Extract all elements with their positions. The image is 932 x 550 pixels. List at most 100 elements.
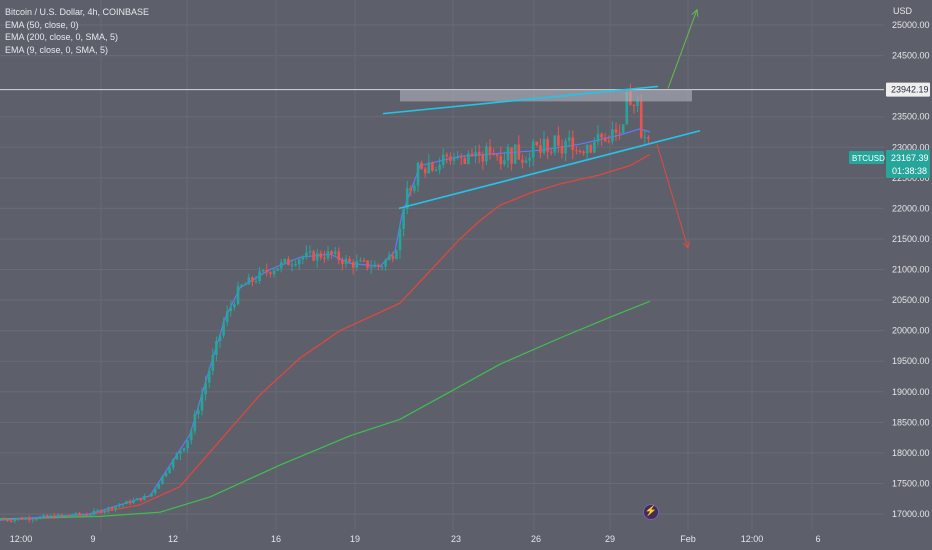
- candle-body: [578, 151, 582, 153]
- candle-body: [531, 141, 535, 158]
- candle-body: [175, 453, 179, 460]
- candle-body: [380, 266, 384, 268]
- candle-body: [524, 160, 528, 163]
- candle-body: [575, 150, 578, 152]
- candle-body: [521, 159, 524, 163]
- candle-body: [186, 440, 189, 449]
- indicator-ema-50[interactable]: EMA (50, close, 0): [5, 19, 79, 30]
- candle-body: [265, 270, 269, 273]
- candle-body: [542, 139, 546, 153]
- candle-body: [117, 505, 121, 507]
- candle-body: [463, 158, 467, 165]
- candle-body: [571, 137, 575, 151]
- symbol-badge-bg: [849, 151, 884, 164]
- candle-body: [391, 255, 395, 259]
- candle-body: [607, 141, 611, 143]
- candle-body: [211, 355, 215, 371]
- candle-body: [236, 286, 240, 305]
- candle-body: [215, 341, 218, 356]
- time-tick-label: Feb: [680, 534, 696, 544]
- symbol-title[interactable]: Bitcoin / U.S. Dollar, 4h, COINBASE: [5, 7, 150, 17]
- candle-body: [474, 151, 477, 157]
- candle-body: [168, 467, 171, 473]
- resistance-box: [400, 89, 692, 102]
- candle-body: [20, 518, 24, 520]
- candle-body: [481, 154, 485, 162]
- candle-body: [45, 515, 49, 517]
- candle-body: [589, 144, 593, 153]
- candle-body: [333, 251, 337, 255]
- candle-body: [305, 252, 308, 258]
- ema-9-line: [0, 128, 651, 521]
- candle-body: [513, 144, 517, 164]
- time-tick-label: 12:00: [10, 534, 33, 544]
- candle-body: [639, 101, 643, 138]
- price-tick-label: 18500.00: [892, 417, 930, 427]
- candle-body: [395, 250, 398, 259]
- candle-body: [611, 129, 614, 142]
- ema-50-line: [0, 154, 651, 521]
- price-tick-label: 25000.00: [892, 20, 930, 30]
- candle-body: [150, 493, 153, 497]
- candle-body: [344, 258, 348, 265]
- candle-body: [103, 510, 107, 513]
- candle-body: [207, 370, 211, 383]
- candle-body: [164, 472, 168, 477]
- candle-body: [297, 259, 301, 265]
- candle-body: [495, 154, 499, 157]
- price-tick-label: 24500.00: [892, 51, 930, 61]
- candle-body: [449, 156, 452, 161]
- price-tick-label: 18000.00: [892, 448, 930, 458]
- price-tick-label: 17500.00: [892, 478, 930, 488]
- price-tick-label: 20000.00: [892, 326, 930, 336]
- candle-body: [269, 272, 272, 274]
- candle-body: [17, 518, 20, 520]
- indicator-ema-9[interactable]: EMA (9, close, 0, SMA, 5): [5, 44, 109, 55]
- candle-body: [312, 251, 315, 261]
- arrow-up: [667, 8, 699, 89]
- candlesticks: [2, 83, 650, 524]
- lightning-icon[interactable]: ⚡: [643, 504, 659, 520]
- candle-body: [510, 147, 513, 164]
- time-tick-label: 12:00: [741, 534, 764, 544]
- candle-body: [38, 516, 42, 519]
- candle-body: [200, 394, 204, 411]
- candle-body: [171, 459, 175, 468]
- candle-body: [539, 145, 542, 153]
- candle-body: [618, 132, 621, 134]
- candle-body: [413, 185, 416, 191]
- candle-body: [614, 129, 618, 133]
- candle-body: [477, 151, 481, 155]
- candle-body: [423, 168, 427, 174]
- price-tick-label: 21500.00: [892, 234, 930, 244]
- candle-body: [549, 151, 553, 153]
- candle-body: [229, 307, 233, 312]
- price-tick-label: 21000.00: [892, 265, 930, 275]
- bar-countdown: 01:38:38: [892, 166, 927, 176]
- candle-body: [456, 157, 459, 159]
- price-tick-label: 22000.00: [892, 203, 930, 213]
- candle-body: [337, 251, 341, 261]
- candle-body: [56, 514, 60, 519]
- candle-body: [85, 514, 89, 516]
- candle-body: [99, 510, 103, 513]
- candle-body: [9, 520, 13, 522]
- candle-body: [416, 162, 420, 186]
- candle-body: [114, 506, 117, 510]
- candle-body: [153, 488, 157, 494]
- candle-body: [647, 137, 650, 139]
- indicator-ema-200[interactable]: EMA (200, close, 0, SMA, 5): [5, 32, 119, 42]
- price-tick-label: 19500.00: [892, 356, 930, 366]
- time-axis[interactable]: 12:00 9 12 16 19 23 26 29 Feb 12:00 6: [0, 530, 932, 550]
- candle-body: [135, 498, 139, 501]
- price-axis[interactable]: USD25000.0024500.0023500.0023000.0022500…: [849, 0, 932, 530]
- time-tick-label: 23: [451, 534, 461, 544]
- candle-body: [315, 253, 319, 261]
- arrow-up-shaft: [667, 9, 698, 89]
- candle-body: [326, 251, 330, 259]
- candle-body: [431, 162, 434, 171]
- candle-body: [603, 137, 607, 142]
- candle-body: [42, 515, 45, 517]
- candle-body: [596, 133, 600, 142]
